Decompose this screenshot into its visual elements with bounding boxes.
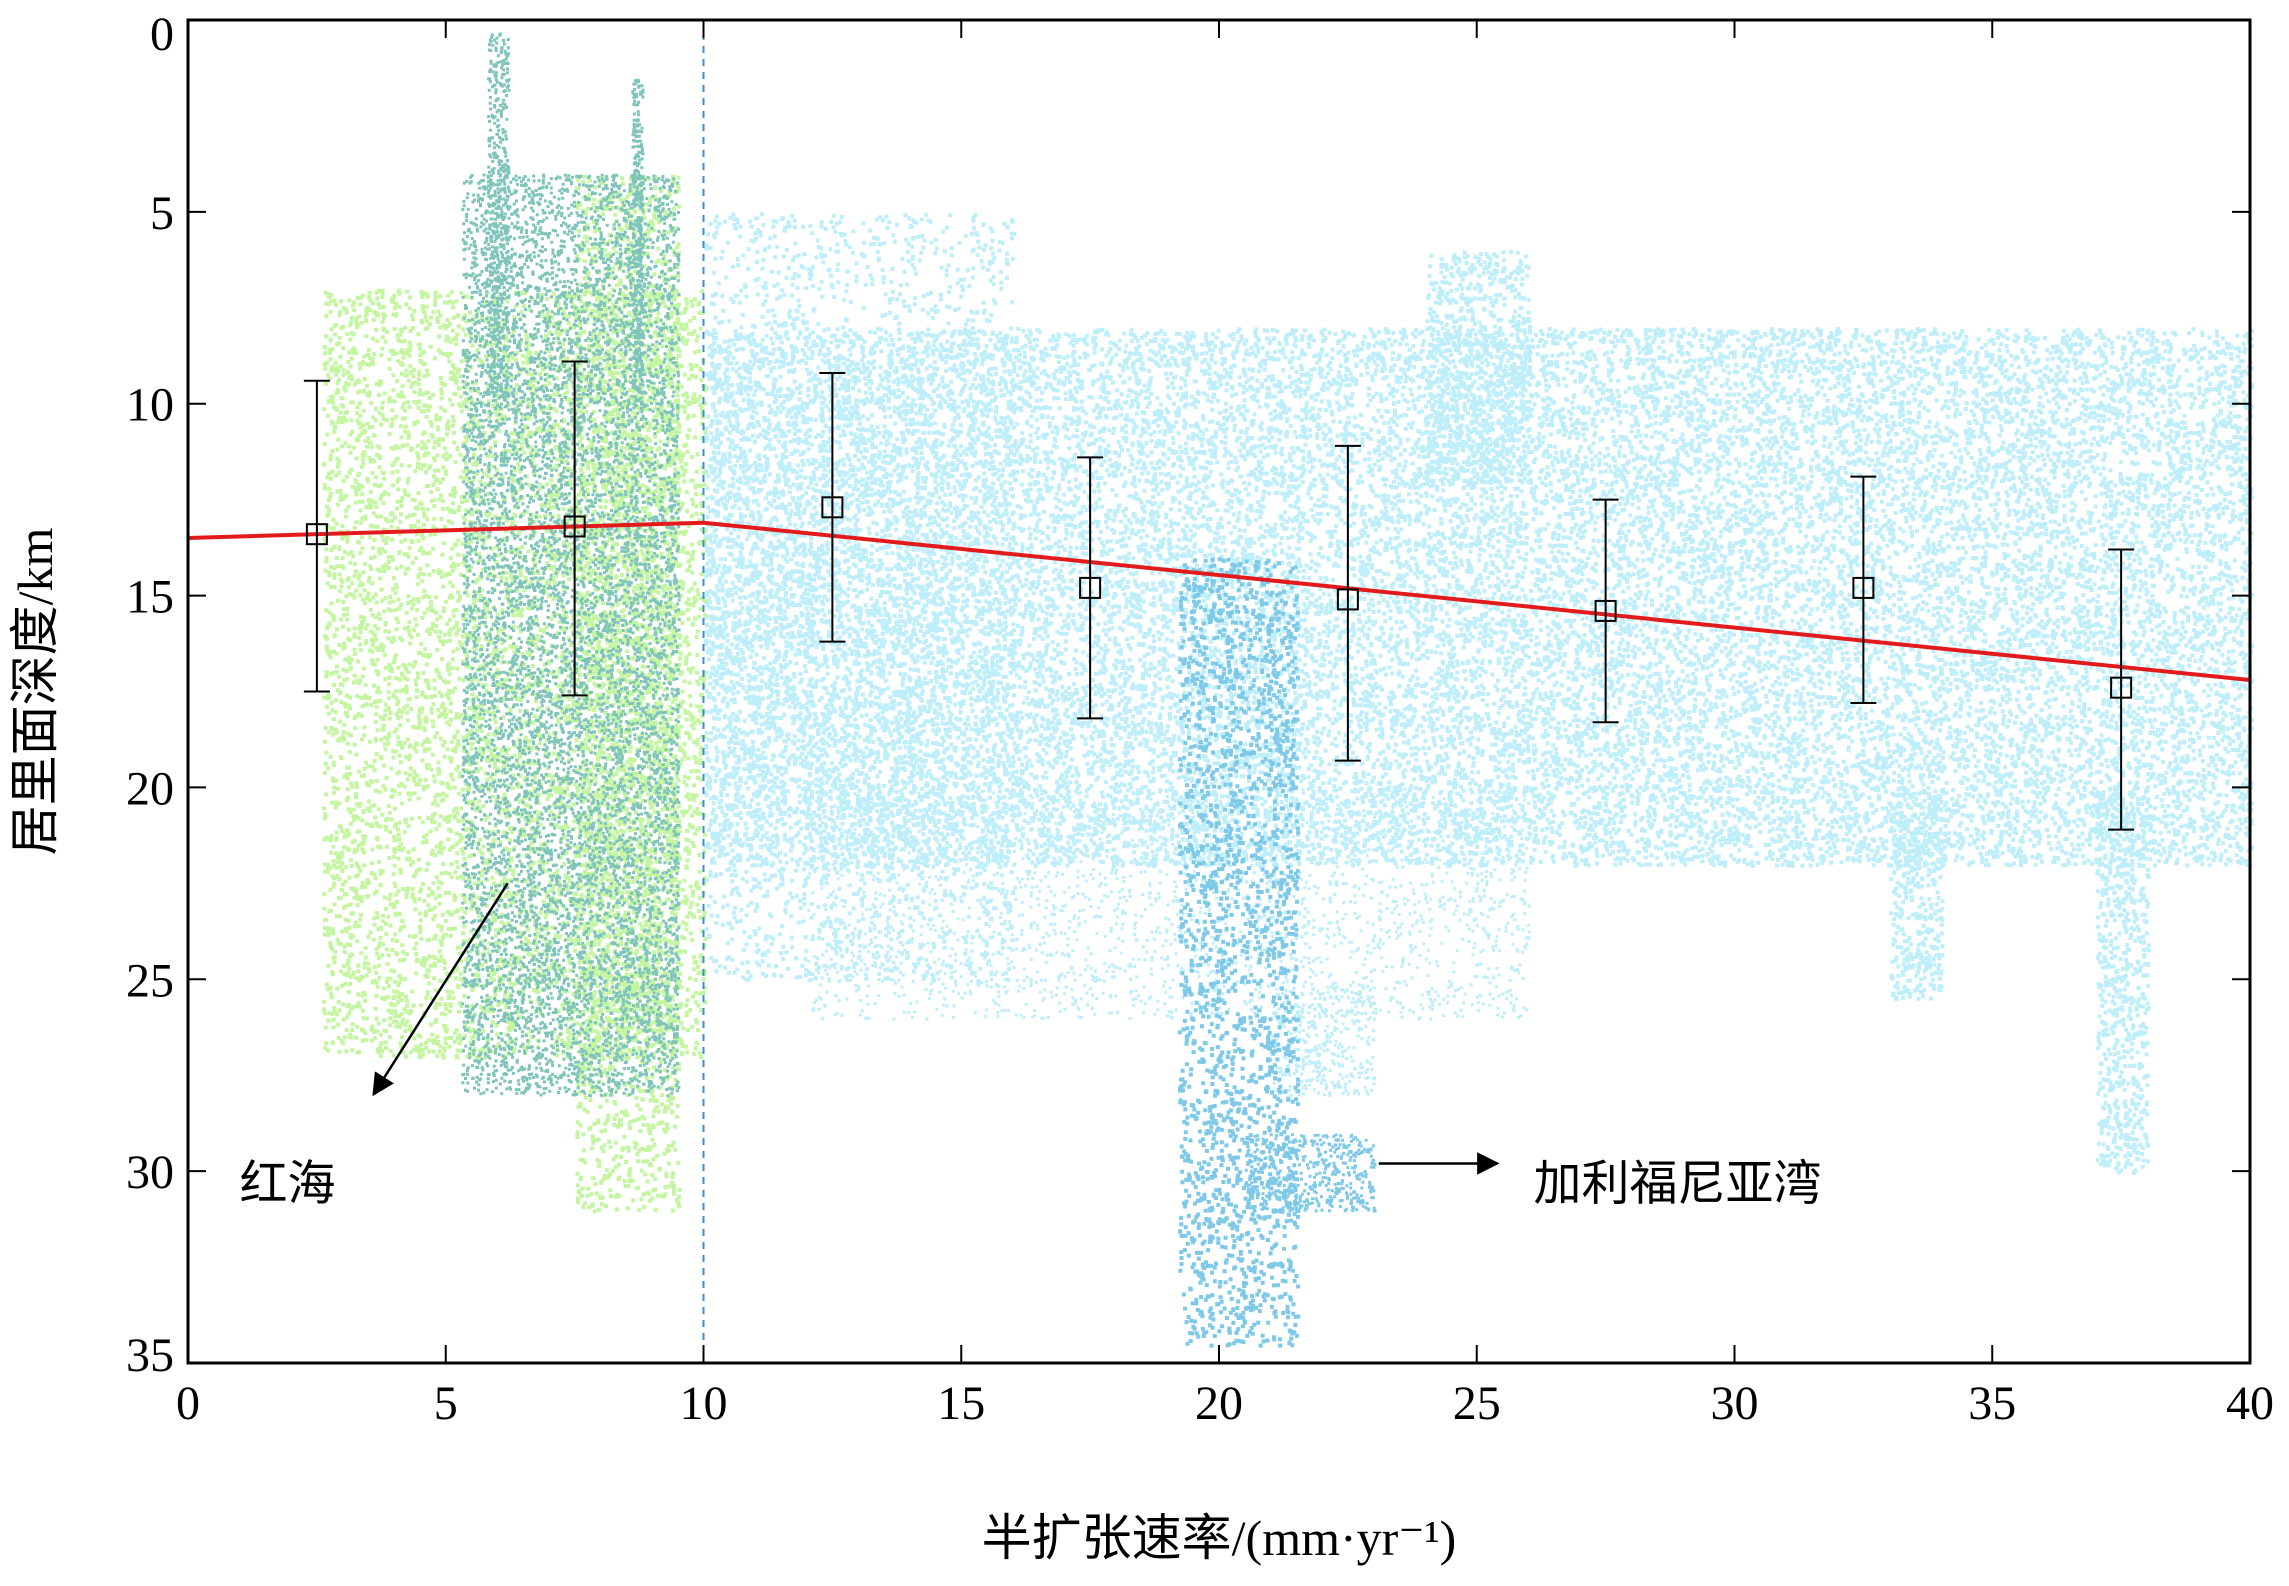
x-tick-label: 30 xyxy=(1711,1377,1759,1430)
y-axis-ticks: 0 5 10 15 20 25 30 35 xyxy=(126,8,2250,1382)
x-tick-label: 15 xyxy=(937,1377,985,1430)
binned-mean-7 xyxy=(2108,548,2135,831)
scatter-cloud xyxy=(1244,1133,1377,1213)
scatter-clouds xyxy=(322,32,2254,1348)
binned-mean-3 xyxy=(1077,456,1104,720)
y-tick-label: 10 xyxy=(126,379,174,432)
scatter-cloud xyxy=(461,173,681,1098)
scatter-cloud xyxy=(1271,979,1376,1097)
x-tick-label: 40 xyxy=(2226,1377,2274,1430)
mean-marker xyxy=(305,523,328,546)
annotations: 红海 加利福尼亚湾 xyxy=(240,882,1821,1212)
x-axis-ticks: 0 5 10 15 20 25 30 35 40 xyxy=(176,20,2274,1430)
scatter-cloud xyxy=(2095,787,2151,1175)
y-axis-title: 居里面深度/km xyxy=(7,528,63,856)
scatter-cloud xyxy=(631,78,645,406)
scatter-cloud xyxy=(1177,557,1301,1348)
scatter-cloud xyxy=(807,787,1531,1021)
scatter-cloud xyxy=(703,212,1017,984)
scatter-cloud xyxy=(1889,787,1945,1002)
x-tick-label: 10 xyxy=(680,1377,728,1430)
mean-marker xyxy=(1852,576,1875,599)
binned-mean-0 xyxy=(303,379,330,693)
mean-marker xyxy=(1079,576,1102,599)
x-tick-label: 5 xyxy=(434,1377,458,1430)
binned-mean-4 xyxy=(1334,444,1361,762)
y-tick-label: 30 xyxy=(126,1146,174,1199)
binned-mean-1 xyxy=(561,360,588,697)
binned-means xyxy=(303,360,2135,831)
mean-marker xyxy=(563,515,586,538)
x-tick-label: 20 xyxy=(1195,1377,1243,1430)
fit-line-path xyxy=(187,520,2251,682)
mean-marker xyxy=(1594,599,1617,622)
binned-mean-2 xyxy=(819,372,846,643)
x-tick-label: 25 xyxy=(1453,1377,1501,1430)
y-tick-label: 20 xyxy=(126,762,174,815)
binned-mean-6 xyxy=(1850,475,1877,705)
mean-marker xyxy=(2110,676,2133,699)
annotation-label: 红海 xyxy=(240,1156,336,1212)
y-tick-label: 15 xyxy=(126,571,174,624)
annotation-arrow xyxy=(372,882,509,1097)
y-tick-label: 25 xyxy=(126,954,174,1007)
y-tick-label: 5 xyxy=(150,187,174,240)
scatter-cloud xyxy=(487,32,511,407)
y-tick-label: 35 xyxy=(126,1329,174,1382)
scatter-cloud xyxy=(322,288,708,1060)
annotation-label: 加利福尼亚湾 xyxy=(1533,1156,1821,1212)
x-axis-title: 半扩张速率/(mm·yr⁻¹) xyxy=(982,1510,1457,1566)
x-tick-label: 0 xyxy=(176,1377,200,1430)
scatter-cloud xyxy=(1425,250,1533,485)
binned-mean-5 xyxy=(1592,498,1619,724)
mean-marker xyxy=(1336,588,1359,611)
fit-line xyxy=(187,520,2251,682)
annotation-0: 红海 xyxy=(240,882,509,1212)
x-tick-label: 35 xyxy=(1968,1377,2016,1430)
annotation-1: 加利福尼亚湾 xyxy=(1378,1152,1821,1212)
y-tick-label: 0 xyxy=(150,8,174,61)
mean-marker xyxy=(821,496,844,519)
